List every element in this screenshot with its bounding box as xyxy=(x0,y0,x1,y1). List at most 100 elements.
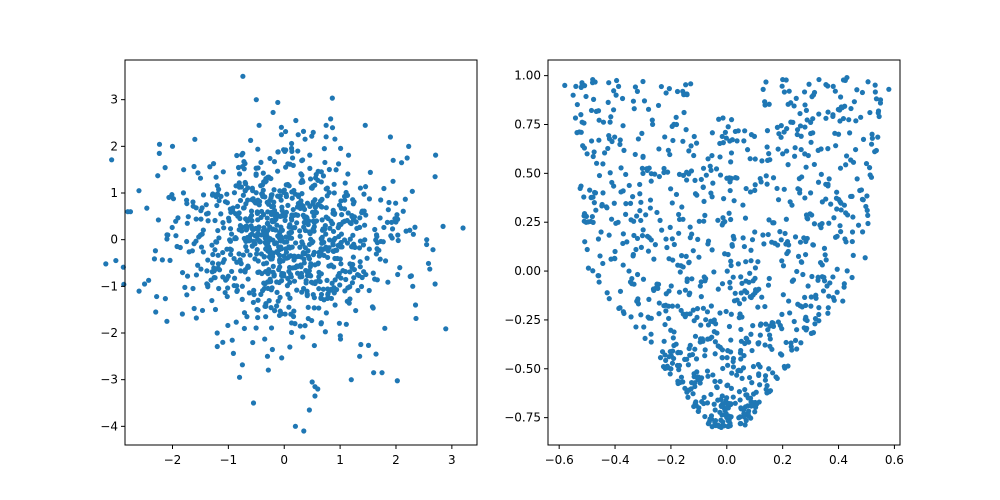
left-data-point xyxy=(250,238,257,244)
right-data-point xyxy=(640,154,646,160)
right-data-point xyxy=(681,92,687,98)
right-data-point xyxy=(760,232,766,238)
left-data-point xyxy=(224,293,230,300)
right-data-point xyxy=(691,152,697,159)
left-data-point xyxy=(220,169,226,175)
right-data-point xyxy=(756,371,762,377)
right-data-point xyxy=(727,187,733,194)
right-data-point xyxy=(666,288,672,294)
right-data-point xyxy=(604,205,610,211)
left-y-tick-label: −2 xyxy=(100,326,118,340)
right-data-point xyxy=(670,257,676,263)
right-data-point xyxy=(608,216,615,222)
right-data-point xyxy=(698,294,704,300)
right-data-point xyxy=(738,326,744,333)
right-data-point xyxy=(628,217,634,223)
left-data-point xyxy=(300,250,306,257)
right-data-point xyxy=(743,392,749,398)
right-data-point xyxy=(737,414,743,420)
left-data-point xyxy=(232,235,239,241)
right-data-point xyxy=(676,216,683,223)
left-data-point xyxy=(251,287,257,293)
right-data-point xyxy=(802,294,808,301)
right-data-point xyxy=(667,224,673,230)
right-data-point xyxy=(749,402,756,408)
right-data-point xyxy=(655,102,662,109)
left-y-tick-label: 0 xyxy=(110,233,118,247)
left-data-point xyxy=(306,407,312,413)
left-data-point xyxy=(276,266,282,273)
left-y-axis-ticks: −4 −3 −2 −1 0 1 2 3 xyxy=(100,93,125,433)
left-data-point xyxy=(205,218,211,224)
right-data-point xyxy=(813,292,819,298)
right-data-point xyxy=(752,229,758,235)
right-data-point xyxy=(579,119,585,125)
right-data-point xyxy=(596,172,603,179)
left-data-point xyxy=(229,337,235,343)
right-data-point xyxy=(794,268,800,275)
left-data-point xyxy=(345,285,351,291)
right-data-point xyxy=(791,103,797,109)
right-data-point xyxy=(676,171,683,177)
right-data-point xyxy=(778,123,784,129)
right-data-point xyxy=(600,119,607,125)
left-data-point xyxy=(318,179,324,185)
left-data-point xyxy=(323,231,329,237)
right-data-point xyxy=(709,152,715,159)
left-data-point xyxy=(209,297,215,304)
right-data-point xyxy=(741,411,747,417)
left-data-point xyxy=(228,231,235,237)
left-data-point xyxy=(239,152,245,158)
left-data-point xyxy=(297,323,303,329)
right-data-point xyxy=(711,317,717,323)
left-data-point xyxy=(285,291,291,297)
right-data-point xyxy=(694,306,701,312)
right-data-point xyxy=(637,191,643,197)
right-data-point xyxy=(675,303,681,309)
right-data-point xyxy=(774,124,781,130)
right-data-point xyxy=(662,321,668,328)
right-data-point xyxy=(600,190,606,196)
right-data-point xyxy=(747,270,753,276)
left-data-point xyxy=(413,315,419,322)
right-y-tick-label: 0.75 xyxy=(514,117,541,131)
right-data-point xyxy=(615,219,621,225)
left-data-point xyxy=(332,255,338,262)
right-data-point xyxy=(621,147,627,153)
right-data-point xyxy=(662,352,668,358)
right-data-point xyxy=(590,96,597,102)
left-data-point xyxy=(311,295,317,301)
left-data-point xyxy=(288,311,294,317)
right-data-point xyxy=(755,304,761,310)
left-data-point xyxy=(198,244,205,250)
left-data-point xyxy=(346,300,352,306)
left-data-point xyxy=(343,321,349,327)
left-data-point xyxy=(343,189,349,196)
left-data-point xyxy=(373,351,379,357)
right-data-point xyxy=(823,257,829,263)
left-data-point xyxy=(263,314,269,320)
right-data-point xyxy=(624,239,630,245)
right-data-point xyxy=(702,347,708,353)
left-data-point xyxy=(335,161,342,167)
left-data-point xyxy=(295,212,301,218)
left-data-point xyxy=(159,257,165,263)
right-data-point xyxy=(830,83,836,89)
right-data-point xyxy=(741,296,747,302)
right-data-point xyxy=(661,338,667,344)
right-data-point xyxy=(595,236,602,242)
left-data-point xyxy=(218,211,224,217)
left-data-point xyxy=(318,246,324,252)
left-data-point xyxy=(340,219,346,225)
right-data-point xyxy=(749,380,755,386)
right-data-point xyxy=(640,227,646,233)
right-data-point xyxy=(843,162,849,168)
right-data-point xyxy=(701,198,707,205)
right-data-point xyxy=(667,349,673,355)
left-data-point xyxy=(360,242,367,248)
right-data-point xyxy=(590,153,596,160)
left-data-point xyxy=(398,160,405,166)
right-data-point xyxy=(713,166,720,172)
left-data-point xyxy=(268,305,274,311)
